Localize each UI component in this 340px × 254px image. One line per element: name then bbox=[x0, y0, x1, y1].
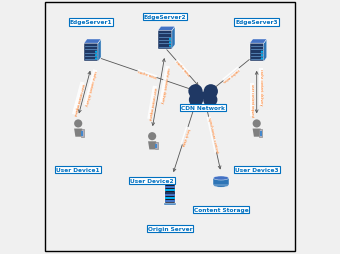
Circle shape bbox=[170, 43, 171, 44]
Circle shape bbox=[96, 59, 97, 60]
Text: Content Storage: Content Storage bbox=[193, 207, 249, 212]
Text: User Device2: User Device2 bbox=[130, 178, 174, 183]
Bar bbox=[81, 132, 83, 136]
Polygon shape bbox=[74, 129, 82, 137]
Text: user content request: user content request bbox=[147, 86, 157, 120]
Polygon shape bbox=[98, 40, 101, 62]
Circle shape bbox=[96, 52, 97, 53]
Polygon shape bbox=[158, 27, 175, 31]
Polygon shape bbox=[148, 142, 156, 150]
Bar bbox=[165, 186, 175, 188]
Circle shape bbox=[170, 39, 171, 40]
Bar bbox=[158, 31, 172, 50]
Text: cache content delivery: cache content delivery bbox=[159, 67, 170, 103]
Circle shape bbox=[253, 120, 261, 128]
Ellipse shape bbox=[214, 176, 228, 180]
Circle shape bbox=[261, 52, 262, 53]
Circle shape bbox=[170, 46, 171, 47]
Text: Origin Server: Origin Server bbox=[148, 226, 192, 231]
Bar bbox=[164, 203, 176, 205]
Bar bbox=[165, 181, 175, 183]
Text: EdgeServer3: EdgeServer3 bbox=[235, 20, 278, 25]
Polygon shape bbox=[172, 27, 175, 50]
Bar bbox=[165, 197, 175, 199]
Circle shape bbox=[188, 85, 203, 99]
Text: CDN Network: CDN Network bbox=[181, 105, 225, 110]
Circle shape bbox=[148, 133, 156, 141]
Bar bbox=[81, 130, 84, 137]
Text: cache miss: cache miss bbox=[137, 70, 157, 80]
Text: user content request: user content request bbox=[250, 83, 254, 117]
Bar bbox=[259, 130, 262, 137]
Circle shape bbox=[261, 55, 262, 56]
Bar bbox=[165, 200, 175, 202]
Text: fetch data: fetch data bbox=[181, 127, 190, 145]
Text: cache content delivery: cache content delivery bbox=[84, 70, 97, 106]
Bar bbox=[214, 178, 228, 185]
Circle shape bbox=[96, 55, 97, 56]
Circle shape bbox=[261, 59, 262, 60]
Text: cache content delivery: cache content delivery bbox=[259, 69, 263, 105]
Polygon shape bbox=[253, 129, 261, 137]
Bar bbox=[165, 183, 175, 185]
Ellipse shape bbox=[214, 183, 228, 187]
Text: User Device3: User Device3 bbox=[235, 168, 278, 173]
Text: EdgeServer2: EdgeServer2 bbox=[143, 15, 186, 20]
Bar bbox=[250, 44, 264, 62]
Bar bbox=[84, 44, 98, 62]
Text: cache miss: cache miss bbox=[222, 67, 240, 83]
Circle shape bbox=[204, 85, 218, 99]
Polygon shape bbox=[264, 40, 267, 62]
Circle shape bbox=[199, 92, 207, 100]
Text: synchronize content: synchronize content bbox=[207, 117, 219, 153]
Polygon shape bbox=[84, 40, 101, 44]
Bar bbox=[260, 132, 261, 136]
Circle shape bbox=[189, 93, 203, 107]
Circle shape bbox=[74, 120, 82, 128]
Bar bbox=[165, 178, 175, 203]
Bar bbox=[165, 189, 175, 191]
Bar bbox=[155, 144, 157, 149]
Text: user content request: user content request bbox=[72, 82, 84, 115]
Bar bbox=[165, 195, 175, 197]
Text: User Device1: User Device1 bbox=[56, 168, 100, 173]
Text: cache miss: cache miss bbox=[175, 60, 191, 77]
Circle shape bbox=[203, 93, 218, 107]
Polygon shape bbox=[250, 40, 267, 44]
Bar bbox=[155, 142, 157, 150]
Bar bbox=[165, 192, 175, 194]
Text: EdgeServer1: EdgeServer1 bbox=[70, 20, 112, 25]
FancyBboxPatch shape bbox=[45, 3, 295, 251]
